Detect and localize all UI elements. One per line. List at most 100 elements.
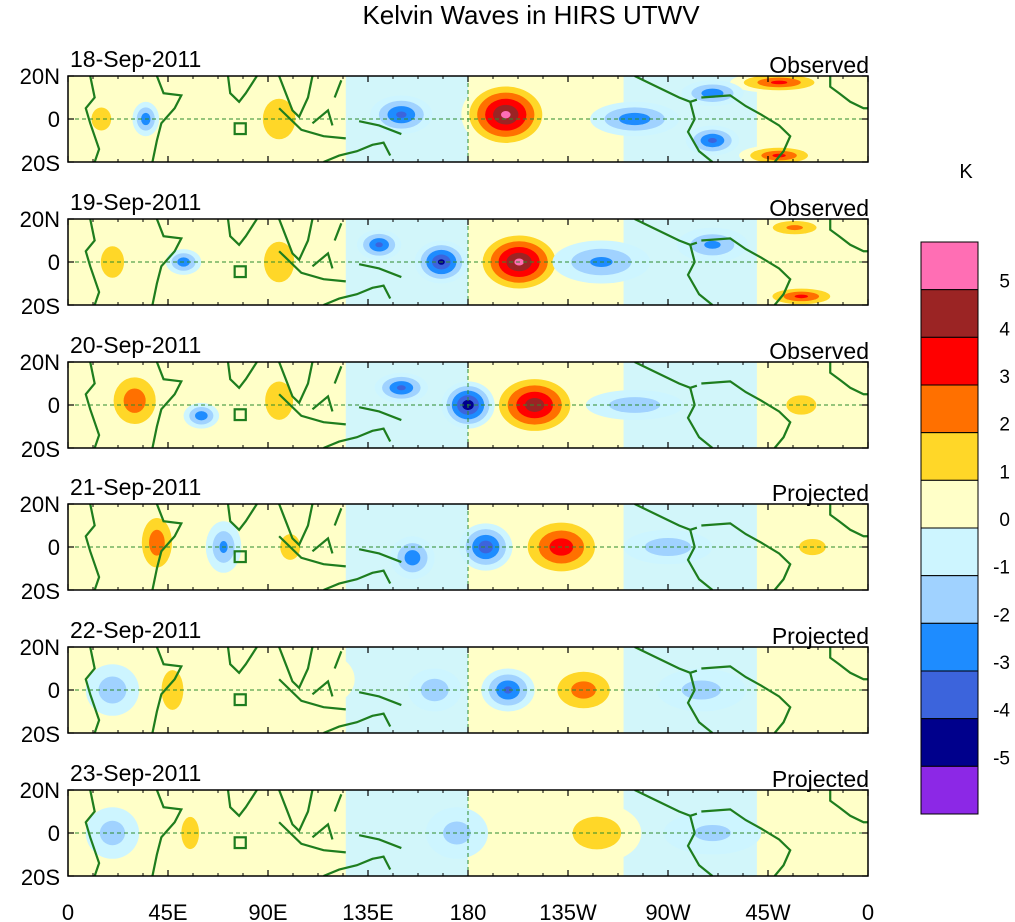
panels: 20N 0 20S 18-Sep-2011 Observed 20N 0 20S 19-Sep-… bbox=[20, 46, 869, 890]
coastline bbox=[278, 790, 314, 833]
contour-level bbox=[478, 540, 493, 554]
x-tick-label: 135E bbox=[342, 900, 393, 922]
coastline bbox=[226, 362, 258, 390]
x-tick-label: 0 bbox=[862, 900, 874, 922]
contour-level bbox=[396, 111, 407, 118]
y-tick-label: 20N bbox=[20, 778, 60, 803]
coastline bbox=[701, 94, 792, 162]
coastline bbox=[333, 650, 343, 669]
colorbar-unit: K bbox=[959, 161, 973, 183]
coastline bbox=[701, 522, 792, 590]
colorbar-swatch bbox=[920, 622, 979, 672]
coastlines bbox=[84, 504, 868, 590]
contour-level bbox=[501, 111, 511, 119]
contour-level bbox=[265, 381, 294, 420]
coastline bbox=[311, 822, 334, 840]
y-tick-label: 20S bbox=[21, 722, 60, 747]
contour-level bbox=[123, 388, 146, 413]
contour-level bbox=[195, 411, 208, 421]
colorbar-label: 1 bbox=[999, 462, 1010, 483]
x-tick-label: 45W bbox=[745, 900, 790, 922]
contour-level bbox=[292, 653, 355, 706]
coastline bbox=[686, 101, 714, 162]
contour-level bbox=[786, 395, 817, 415]
contour-level bbox=[770, 80, 788, 85]
y-tick-label: 20N bbox=[20, 635, 60, 660]
coastline bbox=[829, 362, 868, 396]
coastline bbox=[829, 219, 868, 253]
coastlines bbox=[84, 790, 868, 876]
contour-level bbox=[704, 240, 721, 249]
coastline bbox=[829, 647, 868, 681]
coastline bbox=[829, 504, 868, 538]
panel-status: Observed bbox=[769, 52, 869, 78]
contour-level bbox=[788, 668, 860, 712]
x-tick-label: 180 bbox=[450, 900, 487, 922]
contour-level bbox=[503, 686, 513, 694]
coastlines bbox=[84, 219, 868, 305]
coastline bbox=[278, 678, 346, 711]
coastline bbox=[84, 790, 101, 876]
coastline bbox=[311, 108, 334, 126]
panel-3: 20N 0 20S 20-Sep-2011 Observed bbox=[20, 332, 869, 462]
colorbar-swatch bbox=[920, 241, 979, 291]
coastline bbox=[226, 647, 258, 675]
coastline bbox=[278, 219, 314, 262]
coastline bbox=[278, 250, 346, 283]
coastline bbox=[701, 808, 792, 876]
contour-level bbox=[794, 294, 808, 299]
coastline bbox=[84, 362, 101, 448]
coastline bbox=[634, 647, 698, 674]
colorbar-label: 5 bbox=[999, 272, 1010, 293]
x-tick-label: 90E bbox=[248, 900, 287, 922]
y-tick-label: 20N bbox=[20, 64, 60, 89]
coastline bbox=[701, 237, 792, 305]
coastline bbox=[358, 548, 402, 564]
coastline bbox=[278, 107, 346, 140]
coastline bbox=[333, 507, 343, 526]
coastline bbox=[829, 790, 868, 824]
contour-level bbox=[525, 398, 545, 412]
panel-status: Projected bbox=[772, 480, 869, 506]
colorbar-swatch bbox=[920, 336, 979, 386]
coastline bbox=[151, 219, 184, 305]
contour-level bbox=[404, 550, 421, 566]
coastline bbox=[358, 834, 402, 850]
colorbar-swatch bbox=[920, 384, 979, 434]
colorbar-swatch bbox=[920, 670, 979, 720]
y-tick-label: 0 bbox=[48, 678, 60, 703]
coastline bbox=[151, 790, 184, 876]
colorbar-swatch bbox=[920, 289, 979, 338]
colorbar-label: 4 bbox=[999, 319, 1010, 340]
contour-level bbox=[571, 681, 596, 699]
coastline bbox=[323, 427, 392, 448]
coastline bbox=[323, 141, 392, 162]
coastline bbox=[226, 76, 258, 104]
coastline bbox=[323, 569, 392, 590]
coastline bbox=[151, 76, 184, 162]
x-tick-label: 45E bbox=[148, 900, 187, 922]
island-box bbox=[233, 122, 247, 136]
coastline bbox=[323, 284, 392, 305]
y-tick-label: 20N bbox=[20, 350, 60, 375]
contour-level bbox=[609, 397, 661, 413]
coastline bbox=[311, 251, 334, 269]
y-tick-label: 20S bbox=[21, 437, 60, 462]
coastlines bbox=[84, 76, 868, 162]
coastline bbox=[84, 647, 101, 733]
island-box bbox=[233, 408, 247, 422]
coastlines bbox=[84, 647, 868, 733]
coastline bbox=[84, 219, 101, 305]
colorbar-label: -4 bbox=[993, 701, 1010, 722]
y-tick-label: 20S bbox=[21, 865, 60, 890]
coastline bbox=[226, 790, 258, 818]
coastline bbox=[84, 76, 101, 162]
contour-level bbox=[708, 137, 717, 144]
panel-date: 19-Sep-2011 bbox=[70, 189, 201, 215]
colorbar-swatch bbox=[920, 765, 979, 815]
y-tick-label: 0 bbox=[48, 393, 60, 418]
panel-2: 20N 0 20S 19-Sep-2011 Observed bbox=[20, 189, 869, 319]
colorbar-label: -5 bbox=[993, 748, 1010, 769]
coastline bbox=[333, 365, 343, 384]
